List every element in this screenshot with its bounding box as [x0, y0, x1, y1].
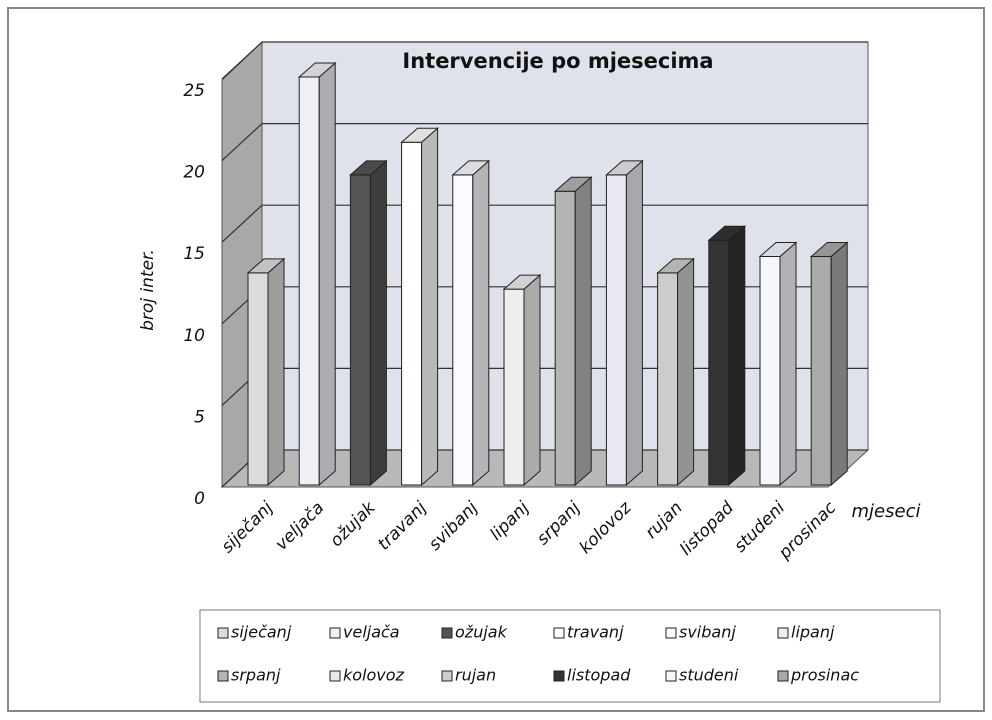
bar: [759, 256, 781, 486]
bar-top: [502, 274, 542, 290]
legend-swatch: [665, 627, 677, 639]
legend-swatch: [553, 670, 565, 682]
legend-swatch: [665, 670, 677, 682]
legend-label: prosinac: [790, 666, 859, 685]
bar: [247, 272, 269, 486]
bar: [554, 190, 576, 486]
bar-top: [400, 127, 439, 143]
bar: [657, 272, 679, 486]
legend-swatch: [217, 627, 229, 639]
bar-side: [472, 159, 490, 487]
y-tick-label: 5: [194, 407, 205, 427]
chart-title: Intervencije po mjesecima: [402, 49, 713, 73]
legend-swatch: [441, 627, 453, 639]
bar: [452, 174, 474, 486]
legend-swatch: [329, 670, 341, 682]
legend-swatch: [777, 670, 789, 682]
bar-side: [728, 225, 746, 487]
legend-label: rujan: [455, 666, 496, 685]
bar-side: [574, 176, 592, 487]
legend-label: srpanj: [231, 666, 281, 685]
bar-top: [246, 258, 286, 274]
bar-side: [830, 241, 848, 487]
bar-top: [297, 62, 337, 78]
legend: [199, 609, 941, 703]
bar-top: [349, 160, 388, 176]
grid-line: [221, 122, 868, 162]
bar: [298, 76, 320, 486]
legend-label: veljača: [343, 623, 400, 642]
bar: [401, 141, 423, 486]
bar-side: [421, 127, 439, 487]
bar-top: [656, 258, 695, 274]
bar-side: [677, 257, 695, 487]
legend-swatch: [441, 670, 453, 682]
legend-swatch: [217, 670, 229, 682]
y-tick-label: 10: [183, 326, 205, 346]
bar-top: [451, 160, 491, 176]
bar-top: [758, 242, 798, 258]
bar-top: [707, 225, 747, 241]
bar-side: [267, 257, 285, 487]
bar: [708, 239, 730, 486]
y-tick-label: 20: [183, 163, 205, 183]
legend-label: siječanj: [231, 623, 292, 642]
bar-top: [605, 160, 644, 176]
bar: [605, 174, 627, 486]
y-axis-label: broj inter.: [138, 249, 158, 331]
legend-label: studeni: [679, 666, 739, 685]
bar-top: [553, 176, 593, 192]
y-tick-label: 15: [183, 244, 205, 264]
grid-line: [221, 41, 868, 80]
legend-label: lipanj: [791, 623, 835, 642]
legend-swatch: [553, 627, 565, 639]
legend-label: svibanj: [679, 623, 736, 642]
bar: [810, 256, 832, 486]
y-tick-label: 0: [194, 489, 205, 509]
legend-label: kolovoz: [343, 666, 405, 685]
bar: [503, 288, 525, 486]
legend-swatch: [777, 627, 789, 639]
bar-side: [369, 159, 387, 487]
bar-side: [625, 159, 643, 487]
y-tick-label: 25: [183, 81, 205, 101]
legend-label: ožujak: [455, 623, 508, 642]
legend-swatch: [329, 627, 341, 639]
bar-side: [779, 241, 797, 487]
bar: [349, 174, 371, 486]
legend-label: listopad: [567, 666, 631, 685]
bar-top: [809, 242, 849, 258]
legend-label: travanj: [567, 623, 624, 642]
bar-side: [523, 274, 541, 487]
x-axis-label: mjeseci: [852, 501, 921, 522]
bar-side: [318, 61, 336, 487]
grid-line: [221, 204, 868, 243]
